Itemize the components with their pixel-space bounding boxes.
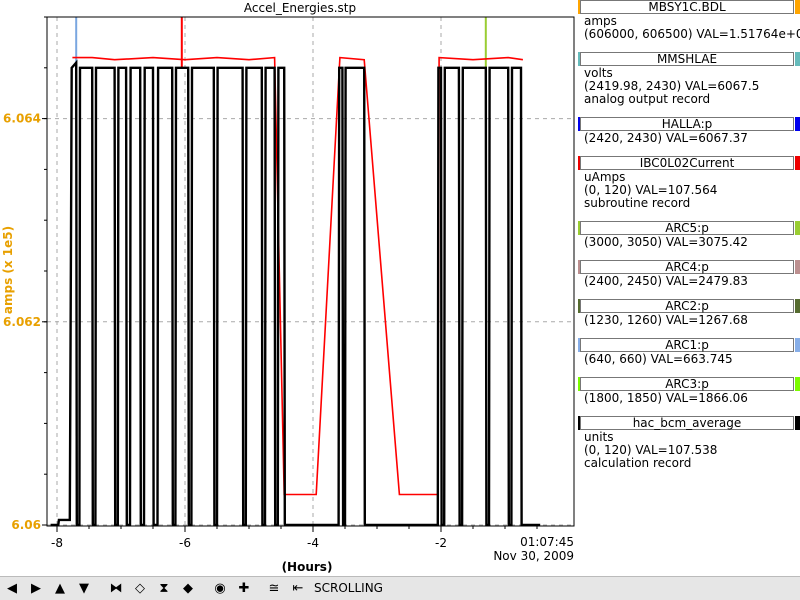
legend-detail-line: uAmps (584, 170, 626, 184)
legend-detail-line: calculation record (584, 456, 692, 470)
legend-swatch (795, 416, 800, 430)
axes: -8 -6 -4 -2 6.06 6.062 6.064 (3, 16, 538, 550)
legend-detail-line: units (584, 430, 614, 444)
x-tick-label: -4 (307, 536, 319, 550)
time-label: 01:07:45 (520, 535, 574, 549)
legend-series-name: ARC4:p (580, 260, 794, 274)
legend-detail-line: (1800, 1850) VAL=1866.06 (584, 391, 748, 405)
y-axis-label: amps (x 1e5) (1, 226, 15, 314)
legend-detail-line: (3000, 3050) VAL=3075.42 (584, 235, 748, 249)
arrow-left-icon[interactable]: ◀ (7, 581, 17, 596)
date-label: Nov 30, 2009 (493, 549, 574, 563)
zoom-in-horizontal-icon[interactable]: ⧓ (109, 581, 123, 596)
legend-detail-line: (0, 120) VAL=107.564 (584, 183, 718, 197)
legend-swatch (795, 377, 800, 391)
legend-swatch (795, 0, 800, 14)
legend: MBSY1C.BDL amps (606000, 606500) VAL=1.517… (578, 0, 800, 575)
scroll-back-icon[interactable]: ⇤ (292, 581, 304, 596)
x-tick-label: -8 (51, 536, 63, 550)
legend-detail-line: volts (584, 66, 613, 80)
zoom-in-vertical-icon[interactable]: ⧗ (159, 581, 169, 596)
toolbar: SCROLLING ◀ ▶ ▲ ▼ ⧓ ◇ ⧗ ◆ ◉ ✚ ≅ ⇤ (0, 576, 800, 600)
legend-detail-line: amps (584, 14, 617, 28)
y-tick-label: 6.062 (3, 315, 41, 329)
arrow-right-icon[interactable]: ▶ (31, 581, 41, 596)
zoom-out-vertical-icon[interactable]: ◆ (183, 581, 193, 596)
arrow-down-icon[interactable]: ▼ (79, 581, 89, 596)
legend-detail-line: (2420, 2430) VAL=6067.37 (584, 131, 748, 145)
arrow-up-icon[interactable]: ▲ (55, 581, 65, 596)
legend-series-name: MMSHLAE (580, 52, 794, 66)
legend-series-name: ARC2:p (580, 299, 794, 313)
legend-series-name: ARC1:p (580, 338, 794, 352)
legend-detail-line: subroutine record (584, 196, 691, 210)
legend-swatch (795, 299, 800, 313)
x-tick-label: -6 (179, 536, 191, 550)
status-label: SCROLLING (314, 581, 383, 595)
series-line-hac-bcm-average (50, 59, 541, 527)
series-lines (50, 17, 541, 527)
x-tick-label: -2 (435, 536, 447, 550)
legend-series-name: ARC5:p (580, 221, 794, 235)
y-tick-label: 6.06 (11, 518, 41, 532)
legend-detail-line: (1230, 1260) VAL=1267.68 (584, 313, 748, 327)
crosshair-icon[interactable]: ✚ (238, 581, 250, 596)
legend-swatch (795, 52, 800, 66)
legend-series-name: MBSY1C.BDL (580, 0, 794, 14)
legend-detail-line: (0, 120) VAL=107.538 (584, 443, 718, 457)
chart-title: Accel_Energies.stp (244, 1, 356, 15)
legend-detail-line: (2419.98, 2430) VAL=6067.5 (584, 79, 760, 93)
zoom-out-horizontal-icon[interactable]: ◇ (135, 581, 145, 596)
plot-area[interactable]: Accel_Energies.stp -8 -6 -4 -2 6.06 6.062 6.06… (0, 0, 578, 576)
legend-detail-line: (606000, 606500) VAL=1.51764e+06 (584, 27, 800, 41)
autoscale-icon[interactable]: ≅ (268, 581, 280, 596)
legend-detail-line: (2400, 2450) VAL=2479.83 (584, 274, 748, 288)
record-icon[interactable]: ◉ (214, 581, 226, 596)
legend-series-name: IBC0L02Current (580, 156, 794, 170)
legend-swatch (795, 338, 800, 352)
y-tick-label: 6.064 (3, 112, 41, 126)
legend-detail-line: analog output record (584, 92, 711, 106)
legend-detail-line: (640, 660) VAL=663.745 (584, 352, 733, 366)
legend-swatch (795, 156, 800, 170)
x-axis-label: (Hours) (282, 560, 333, 574)
legend-swatch (795, 260, 800, 274)
legend-series-name: HALLA:p (580, 117, 794, 131)
legend-series-name: hac_bcm_average (580, 416, 794, 430)
legend-swatch (795, 221, 800, 235)
legend-series-name: ARC3:p (580, 377, 794, 391)
legend-swatch (795, 117, 800, 131)
